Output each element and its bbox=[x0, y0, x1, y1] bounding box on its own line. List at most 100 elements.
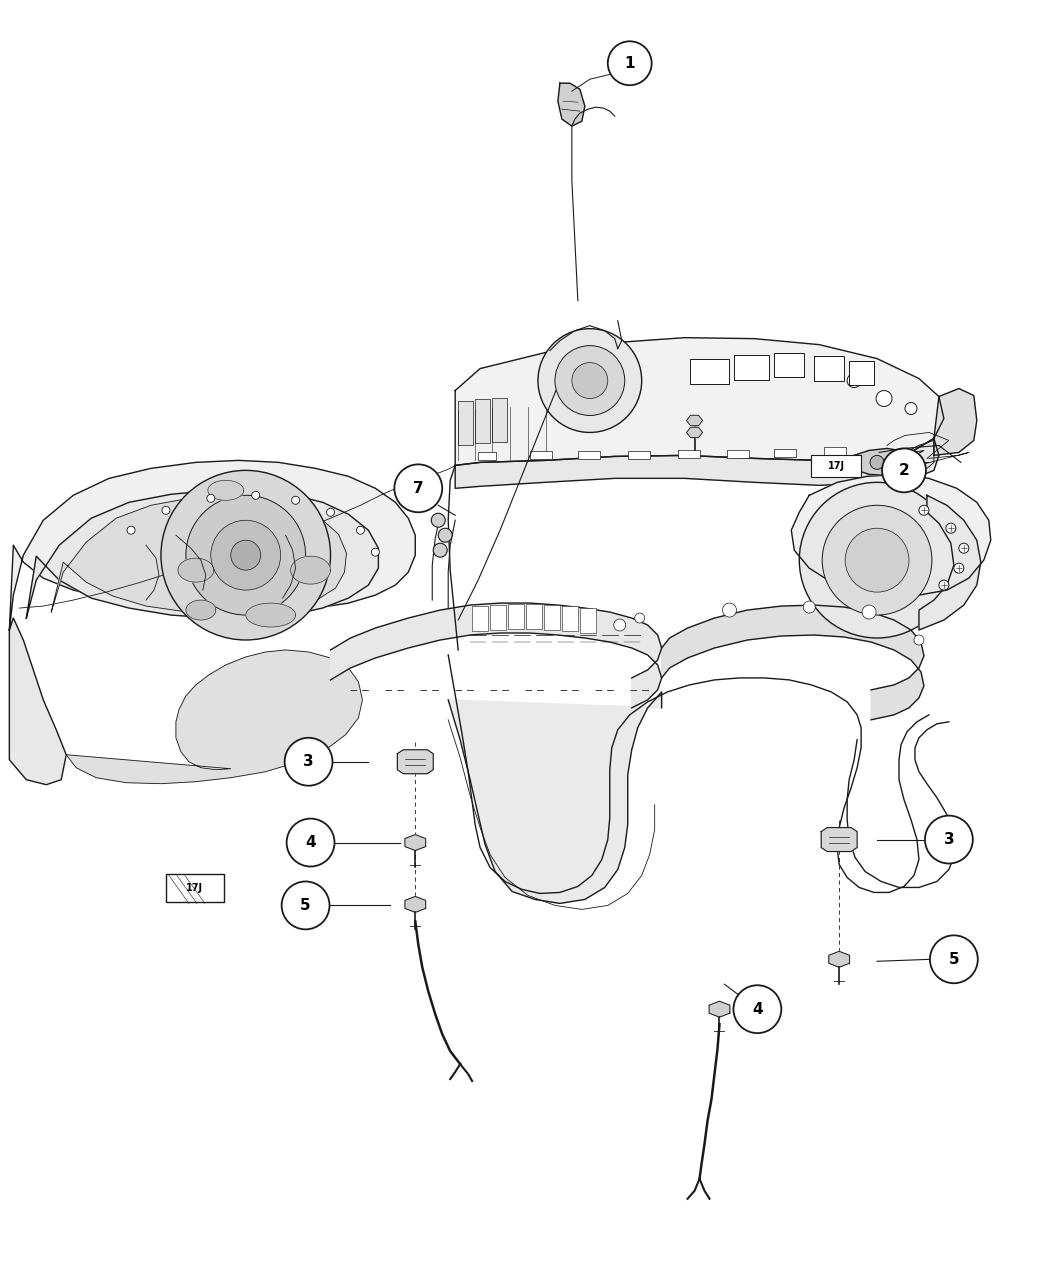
Bar bbox=[849, 361, 874, 385]
Bar bbox=[544, 606, 560, 630]
Circle shape bbox=[285, 738, 333, 785]
Text: 17J: 17J bbox=[187, 884, 204, 894]
Circle shape bbox=[905, 403, 917, 414]
Circle shape bbox=[939, 580, 949, 590]
Text: 4: 4 bbox=[752, 1002, 762, 1016]
Text: 5: 5 bbox=[948, 952, 959, 966]
Circle shape bbox=[882, 449, 926, 492]
Bar bbox=[824, 448, 846, 455]
Polygon shape bbox=[852, 449, 904, 476]
Polygon shape bbox=[456, 439, 939, 488]
Polygon shape bbox=[246, 603, 296, 627]
Circle shape bbox=[287, 819, 335, 867]
Circle shape bbox=[946, 523, 956, 533]
Bar bbox=[492, 398, 507, 442]
Circle shape bbox=[252, 491, 259, 500]
Polygon shape bbox=[405, 896, 425, 913]
Circle shape bbox=[292, 496, 299, 505]
Text: 5: 5 bbox=[300, 898, 311, 913]
Circle shape bbox=[919, 505, 929, 515]
Text: 7: 7 bbox=[413, 481, 423, 496]
Circle shape bbox=[876, 390, 892, 407]
Bar bbox=[508, 604, 524, 629]
Circle shape bbox=[372, 548, 379, 556]
Polygon shape bbox=[687, 416, 702, 426]
Polygon shape bbox=[933, 389, 977, 455]
Circle shape bbox=[438, 528, 453, 542]
Polygon shape bbox=[821, 827, 857, 852]
Circle shape bbox=[734, 986, 781, 1033]
Polygon shape bbox=[178, 558, 214, 583]
Circle shape bbox=[722, 603, 736, 617]
Bar bbox=[774, 449, 796, 458]
Polygon shape bbox=[397, 750, 434, 774]
Polygon shape bbox=[9, 618, 66, 784]
Circle shape bbox=[803, 601, 815, 613]
Circle shape bbox=[327, 509, 335, 516]
Circle shape bbox=[799, 482, 954, 638]
Bar bbox=[530, 451, 552, 459]
Circle shape bbox=[822, 505, 932, 615]
Polygon shape bbox=[331, 603, 662, 708]
Bar bbox=[728, 450, 750, 459]
Bar bbox=[562, 606, 578, 631]
Circle shape bbox=[845, 528, 909, 592]
Circle shape bbox=[434, 543, 447, 557]
Circle shape bbox=[127, 527, 135, 534]
Polygon shape bbox=[51, 497, 346, 613]
Circle shape bbox=[432, 514, 445, 528]
Circle shape bbox=[959, 543, 969, 553]
Circle shape bbox=[930, 936, 978, 983]
Polygon shape bbox=[662, 606, 924, 720]
Text: 2: 2 bbox=[899, 463, 909, 478]
Circle shape bbox=[538, 329, 642, 432]
Polygon shape bbox=[9, 460, 416, 630]
Polygon shape bbox=[709, 1001, 730, 1017]
Bar bbox=[490, 606, 506, 630]
Text: 3: 3 bbox=[944, 833, 954, 847]
Text: 17J: 17J bbox=[827, 462, 844, 472]
Circle shape bbox=[870, 455, 884, 469]
Bar bbox=[580, 608, 595, 632]
Bar bbox=[526, 604, 542, 629]
Circle shape bbox=[953, 564, 964, 574]
Polygon shape bbox=[186, 601, 216, 620]
Bar bbox=[734, 354, 770, 380]
Bar bbox=[472, 606, 488, 631]
Circle shape bbox=[395, 464, 442, 513]
Text: 3: 3 bbox=[303, 755, 314, 769]
Circle shape bbox=[186, 495, 306, 615]
Circle shape bbox=[862, 606, 876, 620]
Polygon shape bbox=[66, 650, 362, 784]
Polygon shape bbox=[26, 491, 378, 618]
Circle shape bbox=[925, 816, 972, 863]
Polygon shape bbox=[558, 83, 585, 126]
Circle shape bbox=[608, 41, 652, 85]
Polygon shape bbox=[291, 556, 331, 584]
Bar bbox=[677, 450, 699, 459]
Text: 4: 4 bbox=[306, 835, 316, 850]
Bar bbox=[166, 875, 224, 903]
Bar bbox=[814, 356, 844, 380]
Circle shape bbox=[281, 881, 330, 929]
Polygon shape bbox=[448, 692, 662, 904]
Polygon shape bbox=[405, 835, 425, 850]
Circle shape bbox=[572, 362, 608, 399]
Polygon shape bbox=[792, 474, 991, 597]
Circle shape bbox=[634, 613, 645, 623]
Circle shape bbox=[356, 527, 364, 534]
Text: 1: 1 bbox=[625, 56, 635, 70]
Bar bbox=[774, 353, 804, 376]
Circle shape bbox=[161, 470, 331, 640]
Circle shape bbox=[847, 374, 861, 388]
Bar bbox=[578, 451, 600, 459]
Circle shape bbox=[231, 541, 260, 570]
Polygon shape bbox=[828, 951, 849, 968]
Polygon shape bbox=[456, 338, 944, 465]
Bar bbox=[478, 453, 496, 460]
Circle shape bbox=[207, 495, 215, 502]
Bar bbox=[628, 451, 650, 459]
Bar bbox=[812, 455, 861, 477]
Circle shape bbox=[211, 520, 280, 590]
Polygon shape bbox=[919, 495, 981, 630]
